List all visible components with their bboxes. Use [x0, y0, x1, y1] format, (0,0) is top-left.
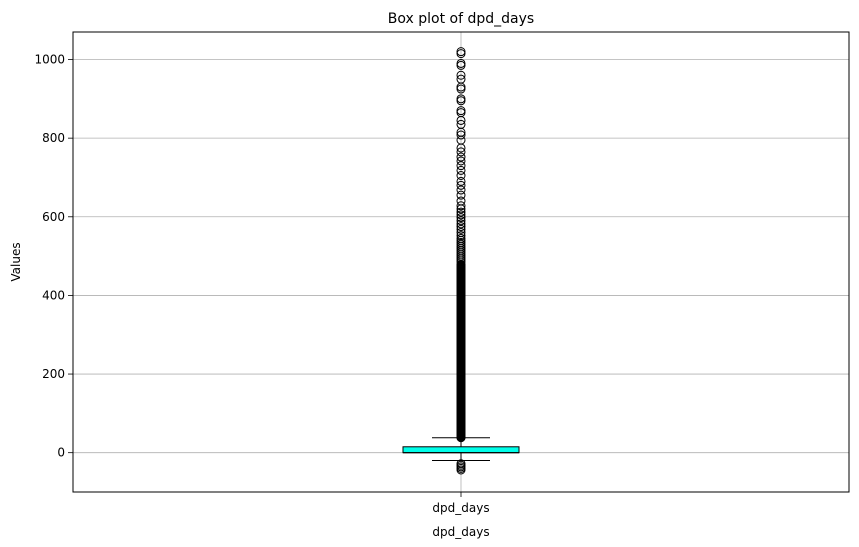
y-tick-label: 600: [42, 210, 65, 224]
outlier-point: [456, 210, 466, 220]
outlier-point: [456, 190, 466, 200]
outlier-point: [456, 465, 466, 475]
chart-title: Box plot of dpd_days: [388, 11, 534, 27]
x-tick-label: dpd_days: [432, 501, 489, 515]
outlier-point: [456, 213, 466, 223]
y-tick-label: 200: [42, 367, 65, 381]
outlier-point: [456, 196, 466, 206]
outlier-point: [456, 201, 466, 211]
y-tick-label: 1000: [34, 53, 65, 67]
y-tick-label: 400: [42, 288, 65, 302]
outlier-point: [456, 180, 466, 190]
outlier-point: [456, 47, 466, 57]
iqr-box: [402, 446, 520, 454]
y-axis-label: Values: [9, 242, 23, 281]
y-tick-label: 800: [42, 131, 65, 145]
outlier-point: [456, 119, 466, 129]
outlier-point: [456, 224, 466, 234]
outlier-point: [456, 165, 466, 175]
outlier-point: [456, 228, 466, 238]
box-plot: [402, 47, 520, 475]
outlier-point: [456, 231, 466, 241]
outlier-point: [456, 94, 466, 104]
outlier-point: [456, 156, 466, 166]
outlier-point: [456, 130, 466, 140]
axis-ticks: 0 200 400 600 800 1000 dpd_days: [34, 53, 489, 515]
outlier-point: [456, 161, 466, 171]
outlier-point: [456, 222, 466, 232]
outlier-point: [456, 147, 466, 157]
outlier-point: [456, 207, 466, 217]
x-axis-label: dpd_days: [432, 525, 489, 539]
outlier-point: [456, 185, 466, 195]
outlier-point: [456, 216, 466, 226]
outlier-point: [456, 219, 466, 229]
outlier-point: [456, 74, 466, 84]
outlier-point: [456, 171, 466, 181]
outlier-point: [456, 152, 466, 162]
outlier-point: [456, 58, 466, 68]
outlier-point: [456, 106, 466, 116]
y-tick-label: 0: [57, 446, 65, 460]
outlier-point: [456, 176, 466, 186]
outlier-point: [456, 233, 466, 243]
outlier-point: [456, 70, 466, 80]
